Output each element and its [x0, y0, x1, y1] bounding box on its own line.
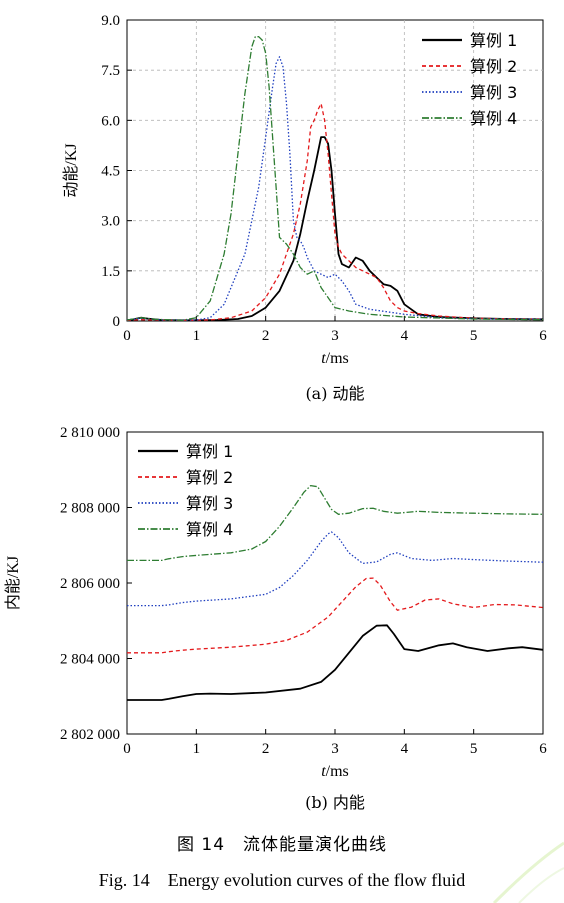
- internal-energy-chart: 0 1 2 3 4 5 6 2 802 000 2 804 000 2 806 000 2 808 …: [4, 425, 547, 812]
- chart-subtitle: (a) 动能: [305, 384, 364, 403]
- x-tick-label: 3: [331, 328, 339, 344]
- x-axis-label-variable: t: [321, 350, 326, 367]
- x-tick-label: 2: [262, 741, 270, 757]
- x-tick-label: 4: [401, 741, 409, 757]
- legend-label-case-1: 算例 1: [470, 31, 517, 50]
- legend-label-case-2: 算例 2: [470, 57, 517, 76]
- x-tick-label: 0: [123, 741, 131, 757]
- y-tick-label: 0: [113, 314, 121, 330]
- x-tick-label: 4: [401, 328, 409, 344]
- kinetic-energy-chart: 0 1 2 3 4 5 6 0 1.5 3.0 4.5 6.0 7.5 9.0 t/ms 动能/KJ (a) 动…: [62, 13, 547, 403]
- legend-label-case-1: 算例 1: [186, 442, 233, 461]
- legend-label-case-3: 算例 3: [470, 83, 517, 102]
- x-axis-label: t/ms: [321, 763, 349, 780]
- y-tick-label: 2 810 000: [60, 425, 120, 441]
- series-line-case-3: [127, 531, 544, 607]
- figure-caption-english: Fig. 14 Energy evolution curves of the f…: [98, 870, 466, 890]
- x-tick-label: 6: [539, 328, 547, 344]
- legend-label-case-3: 算例 3: [186, 494, 233, 513]
- chart-subtitle: (b) 内能: [305, 793, 365, 812]
- y-tick-label: 2 802 000: [60, 727, 120, 743]
- y-tick-label: 6.0: [101, 113, 120, 129]
- y-axis-label: 内能/KJ: [4, 556, 22, 610]
- legend-label-case-4: 算例 4: [470, 109, 517, 128]
- y-tick-label: 4.5: [101, 164, 120, 180]
- x-tick-label: 3: [331, 741, 339, 757]
- series-line-case-4: [126, 36, 544, 321]
- x-tick-label: 5: [470, 741, 478, 757]
- x-tick-label: 1: [193, 328, 201, 344]
- y-axis-label: 动能/KJ: [62, 143, 80, 197]
- figure-caption-chinese: 图 14 流体能量演化曲线: [176, 835, 388, 855]
- x-tick-label: 2: [262, 328, 270, 344]
- y-tick-label: 9.0: [101, 13, 120, 29]
- y-tick-label: 7.5: [101, 63, 120, 79]
- legend-label-case-4: 算例 4: [186, 520, 233, 539]
- x-axis-label-variable: t: [321, 763, 326, 780]
- corner-watermark-decoration: [492, 841, 564, 903]
- y-tick-label: 2 808 000: [60, 501, 120, 517]
- x-axis-label-unit: /ms: [326, 350, 349, 367]
- series-line-case-1: [127, 624, 544, 701]
- x-axis-label: t/ms: [321, 350, 349, 367]
- series-line-case-4: [127, 484, 544, 562]
- x-axis-label-unit: /ms: [326, 763, 349, 780]
- y-tick-label: 3.0: [101, 214, 120, 230]
- series-line-case-2: [127, 577, 544, 654]
- x-tick-label: 6: [539, 741, 547, 757]
- x-tick-label: 5: [470, 328, 478, 344]
- legend-label-case-2: 算例 2: [186, 468, 233, 487]
- y-tick-label: 2 804 000: [60, 652, 120, 668]
- x-tick-label: 1: [193, 741, 201, 757]
- y-tick-label: 1.5: [101, 264, 120, 280]
- x-tick-label: 0: [123, 328, 131, 344]
- series-line-case-3: [126, 56, 544, 321]
- series-line-case-1: [126, 136, 544, 322]
- series-line-case-2: [126, 102, 544, 321]
- y-tick-label: 2 806 000: [60, 576, 120, 592]
